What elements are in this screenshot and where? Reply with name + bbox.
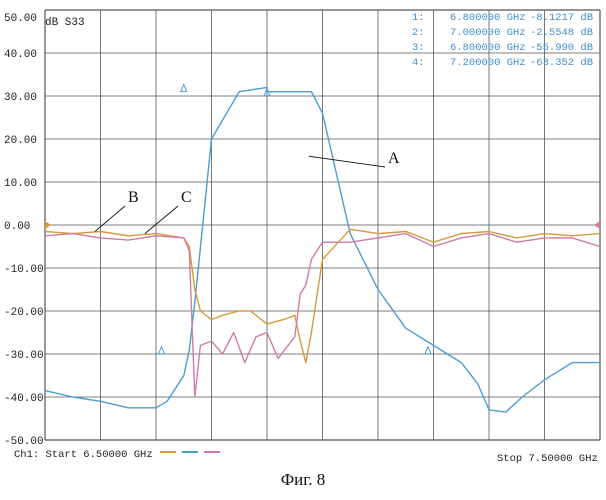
- marker-value: -55.990 dB: [530, 42, 593, 54]
- annotation-label-b: B: [128, 189, 139, 206]
- marker-frequency: 6.800000 GHz: [450, 12, 526, 24]
- stop-frequency-label: Stop 7.50000 GHz: [497, 453, 598, 465]
- marker-value: -2.5548 dB: [530, 27, 593, 39]
- marker-index: 4:: [412, 57, 425, 69]
- marker-frequency: 7.200000 GHz: [450, 57, 526, 69]
- y-tick-label: 10.00: [4, 178, 37, 190]
- marker-frequency: 6.800000 GHz: [450, 42, 526, 54]
- y-tick-label: 0.00: [4, 221, 30, 233]
- annotation-label-a: A: [388, 150, 400, 167]
- figure-caption: Фиг. 8: [0, 470, 606, 490]
- marker-frequency: 7.000000 GHz: [450, 27, 526, 39]
- start-frequency-label: Ch1: Start 6.50000 GHz: [14, 449, 153, 461]
- y-tick-label: 50.00: [4, 13, 37, 25]
- y-tick-label: 20.00: [4, 135, 37, 147]
- y-tick-label: -20.00: [4, 307, 44, 319]
- y-tick-label: -50.00: [4, 436, 44, 448]
- y-tick-label: -30.00: [4, 350, 44, 362]
- chart-title: dB S33: [45, 17, 85, 29]
- marker-index: 3:: [412, 42, 425, 54]
- marker-index: 2:: [412, 27, 425, 39]
- y-tick-label: -10.00: [4, 264, 44, 276]
- marker-value: -8.1217 dB: [530, 12, 593, 24]
- marker-value: -63.352 dB: [530, 57, 593, 69]
- annotation-label-c: C: [181, 189, 192, 206]
- chart: 50.00 40.00 30.00 20.00 10.00 0.00 -10.00 -20.0…: [0, 0, 606, 470]
- marker-index: 1:: [412, 12, 425, 24]
- y-tick-label: 40.00: [4, 49, 37, 61]
- y-tick-label: 30.00: [4, 92, 37, 104]
- y-tick-label: -40.00: [4, 393, 44, 405]
